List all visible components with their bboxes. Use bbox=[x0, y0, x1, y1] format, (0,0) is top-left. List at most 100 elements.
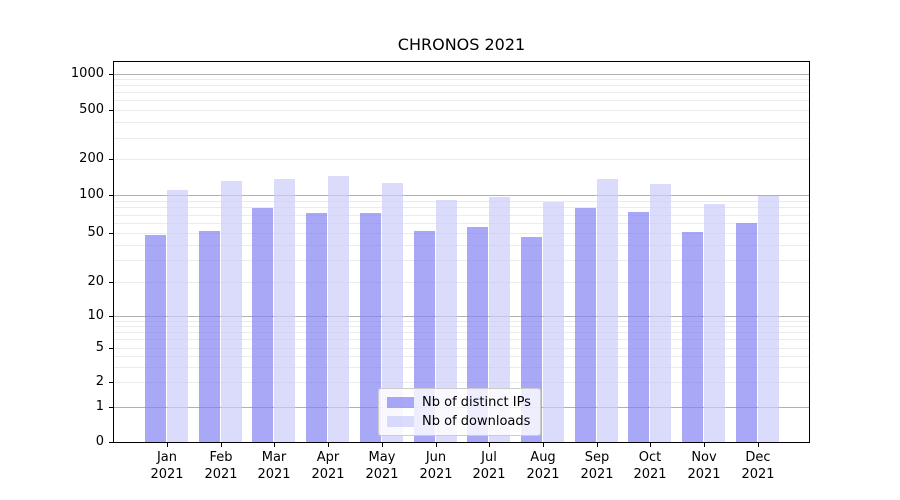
bar bbox=[650, 184, 671, 442]
y-tick-label: 100 bbox=[79, 187, 104, 202]
minor-gridline bbox=[114, 215, 809, 216]
bar bbox=[682, 232, 703, 442]
chart-title: CHRONOS 2021 bbox=[397, 35, 526, 54]
bar bbox=[575, 208, 596, 442]
legend-swatch bbox=[387, 416, 414, 427]
y-tick-label: 20 bbox=[87, 274, 104, 289]
minor-gridline bbox=[114, 85, 809, 86]
bar bbox=[360, 213, 381, 442]
x-tick-label: Sep 2021 bbox=[580, 450, 614, 482]
major-gridline bbox=[114, 74, 809, 75]
minor-gridline bbox=[114, 100, 809, 101]
bar bbox=[199, 231, 220, 442]
minor-gridline bbox=[114, 110, 809, 111]
x-tick-mark bbox=[328, 443, 329, 447]
minor-gridline bbox=[114, 79, 809, 80]
x-tick-label: May 2021 bbox=[365, 450, 399, 482]
legend-swatch bbox=[387, 397, 414, 408]
y-tick-mark bbox=[109, 159, 113, 160]
x-tick-label: Jul 2021 bbox=[472, 450, 506, 482]
y-tick-label: 5 bbox=[95, 340, 104, 355]
minor-gridline bbox=[114, 282, 809, 283]
y-tick-mark bbox=[109, 348, 113, 349]
x-tick-mark bbox=[274, 443, 275, 447]
x-tick-mark bbox=[650, 443, 651, 447]
bar bbox=[252, 208, 273, 442]
x-tick-label: Dec 2021 bbox=[741, 450, 775, 482]
minor-gridline bbox=[114, 245, 809, 246]
x-tick-mark bbox=[221, 443, 222, 447]
y-tick-mark bbox=[109, 282, 113, 283]
x-tick-mark bbox=[436, 443, 437, 447]
minor-gridline bbox=[114, 159, 809, 160]
y-tick-mark bbox=[109, 382, 113, 383]
legend-label: Nb of downloads bbox=[422, 414, 531, 429]
minor-gridline bbox=[114, 382, 809, 383]
x-tick-label: Nov 2021 bbox=[687, 450, 721, 482]
x-tick-mark bbox=[704, 443, 705, 447]
minor-gridline bbox=[114, 326, 809, 327]
bar bbox=[221, 181, 242, 442]
x-tick-label: Mar 2021 bbox=[257, 450, 291, 482]
bar bbox=[436, 200, 457, 442]
minor-gridline bbox=[114, 356, 809, 357]
minor-gridline bbox=[114, 348, 809, 349]
legend-item: Nb of distinct IPs bbox=[387, 395, 531, 410]
y-tick-label: 50 bbox=[87, 225, 104, 240]
y-tick-mark bbox=[109, 233, 113, 234]
minor-gridline bbox=[114, 122, 809, 123]
bar bbox=[328, 176, 349, 442]
x-tick-mark bbox=[489, 443, 490, 447]
plot-area bbox=[113, 61, 810, 443]
x-tick-mark bbox=[543, 443, 544, 447]
minor-gridline bbox=[114, 332, 809, 333]
bar bbox=[306, 213, 327, 442]
y-tick-label: 500 bbox=[79, 102, 104, 117]
y-tick-mark bbox=[109, 316, 113, 317]
x-tick-label: Jun 2021 bbox=[419, 450, 453, 482]
y-tick-label: 10 bbox=[87, 308, 104, 323]
minor-gridline bbox=[114, 367, 809, 368]
legend-label: Nb of distinct IPs bbox=[422, 395, 531, 410]
x-tick-mark bbox=[167, 443, 168, 447]
minor-gridline bbox=[114, 207, 809, 208]
x-tick-label: Jan 2021 bbox=[150, 450, 184, 482]
bar bbox=[543, 202, 564, 442]
bar bbox=[274, 179, 295, 442]
bar bbox=[167, 190, 188, 442]
x-tick-label: Oct 2021 bbox=[633, 450, 667, 482]
x-tick-label: Apr 2021 bbox=[311, 450, 345, 482]
y-tick-mark bbox=[109, 195, 113, 196]
minor-gridline bbox=[114, 201, 809, 202]
major-gridline bbox=[114, 316, 809, 317]
legend-item: Nb of downloads bbox=[387, 414, 531, 429]
y-tick-mark bbox=[109, 110, 113, 111]
minor-gridline bbox=[114, 260, 809, 261]
y-tick-label: 1 bbox=[95, 399, 104, 414]
minor-gridline bbox=[114, 92, 809, 93]
legend: Nb of distinct IPs Nb of downloads bbox=[378, 388, 541, 436]
minor-gridline bbox=[114, 233, 809, 234]
x-tick-mark bbox=[758, 443, 759, 447]
minor-gridline bbox=[114, 138, 809, 139]
bar bbox=[489, 197, 510, 442]
x-tick-label: Aug 2021 bbox=[526, 450, 560, 482]
bar bbox=[736, 223, 757, 442]
y-tick-label: 1000 bbox=[70, 66, 104, 81]
y-tick-mark bbox=[109, 407, 113, 408]
minor-gridline bbox=[114, 321, 809, 322]
y-tick-label: 200 bbox=[79, 151, 104, 166]
x-tick-label: Feb 2021 bbox=[204, 450, 238, 482]
bar bbox=[704, 204, 725, 442]
bar bbox=[628, 212, 649, 442]
minor-gridline bbox=[114, 223, 809, 224]
bar bbox=[145, 235, 166, 442]
minor-gridline bbox=[114, 339, 809, 340]
y-tick-mark bbox=[109, 442, 113, 443]
x-tick-mark bbox=[597, 443, 598, 447]
y-tick-label: 2 bbox=[95, 374, 104, 389]
major-gridline bbox=[114, 195, 809, 196]
bar bbox=[758, 196, 779, 442]
y-tick-mark bbox=[109, 74, 113, 75]
